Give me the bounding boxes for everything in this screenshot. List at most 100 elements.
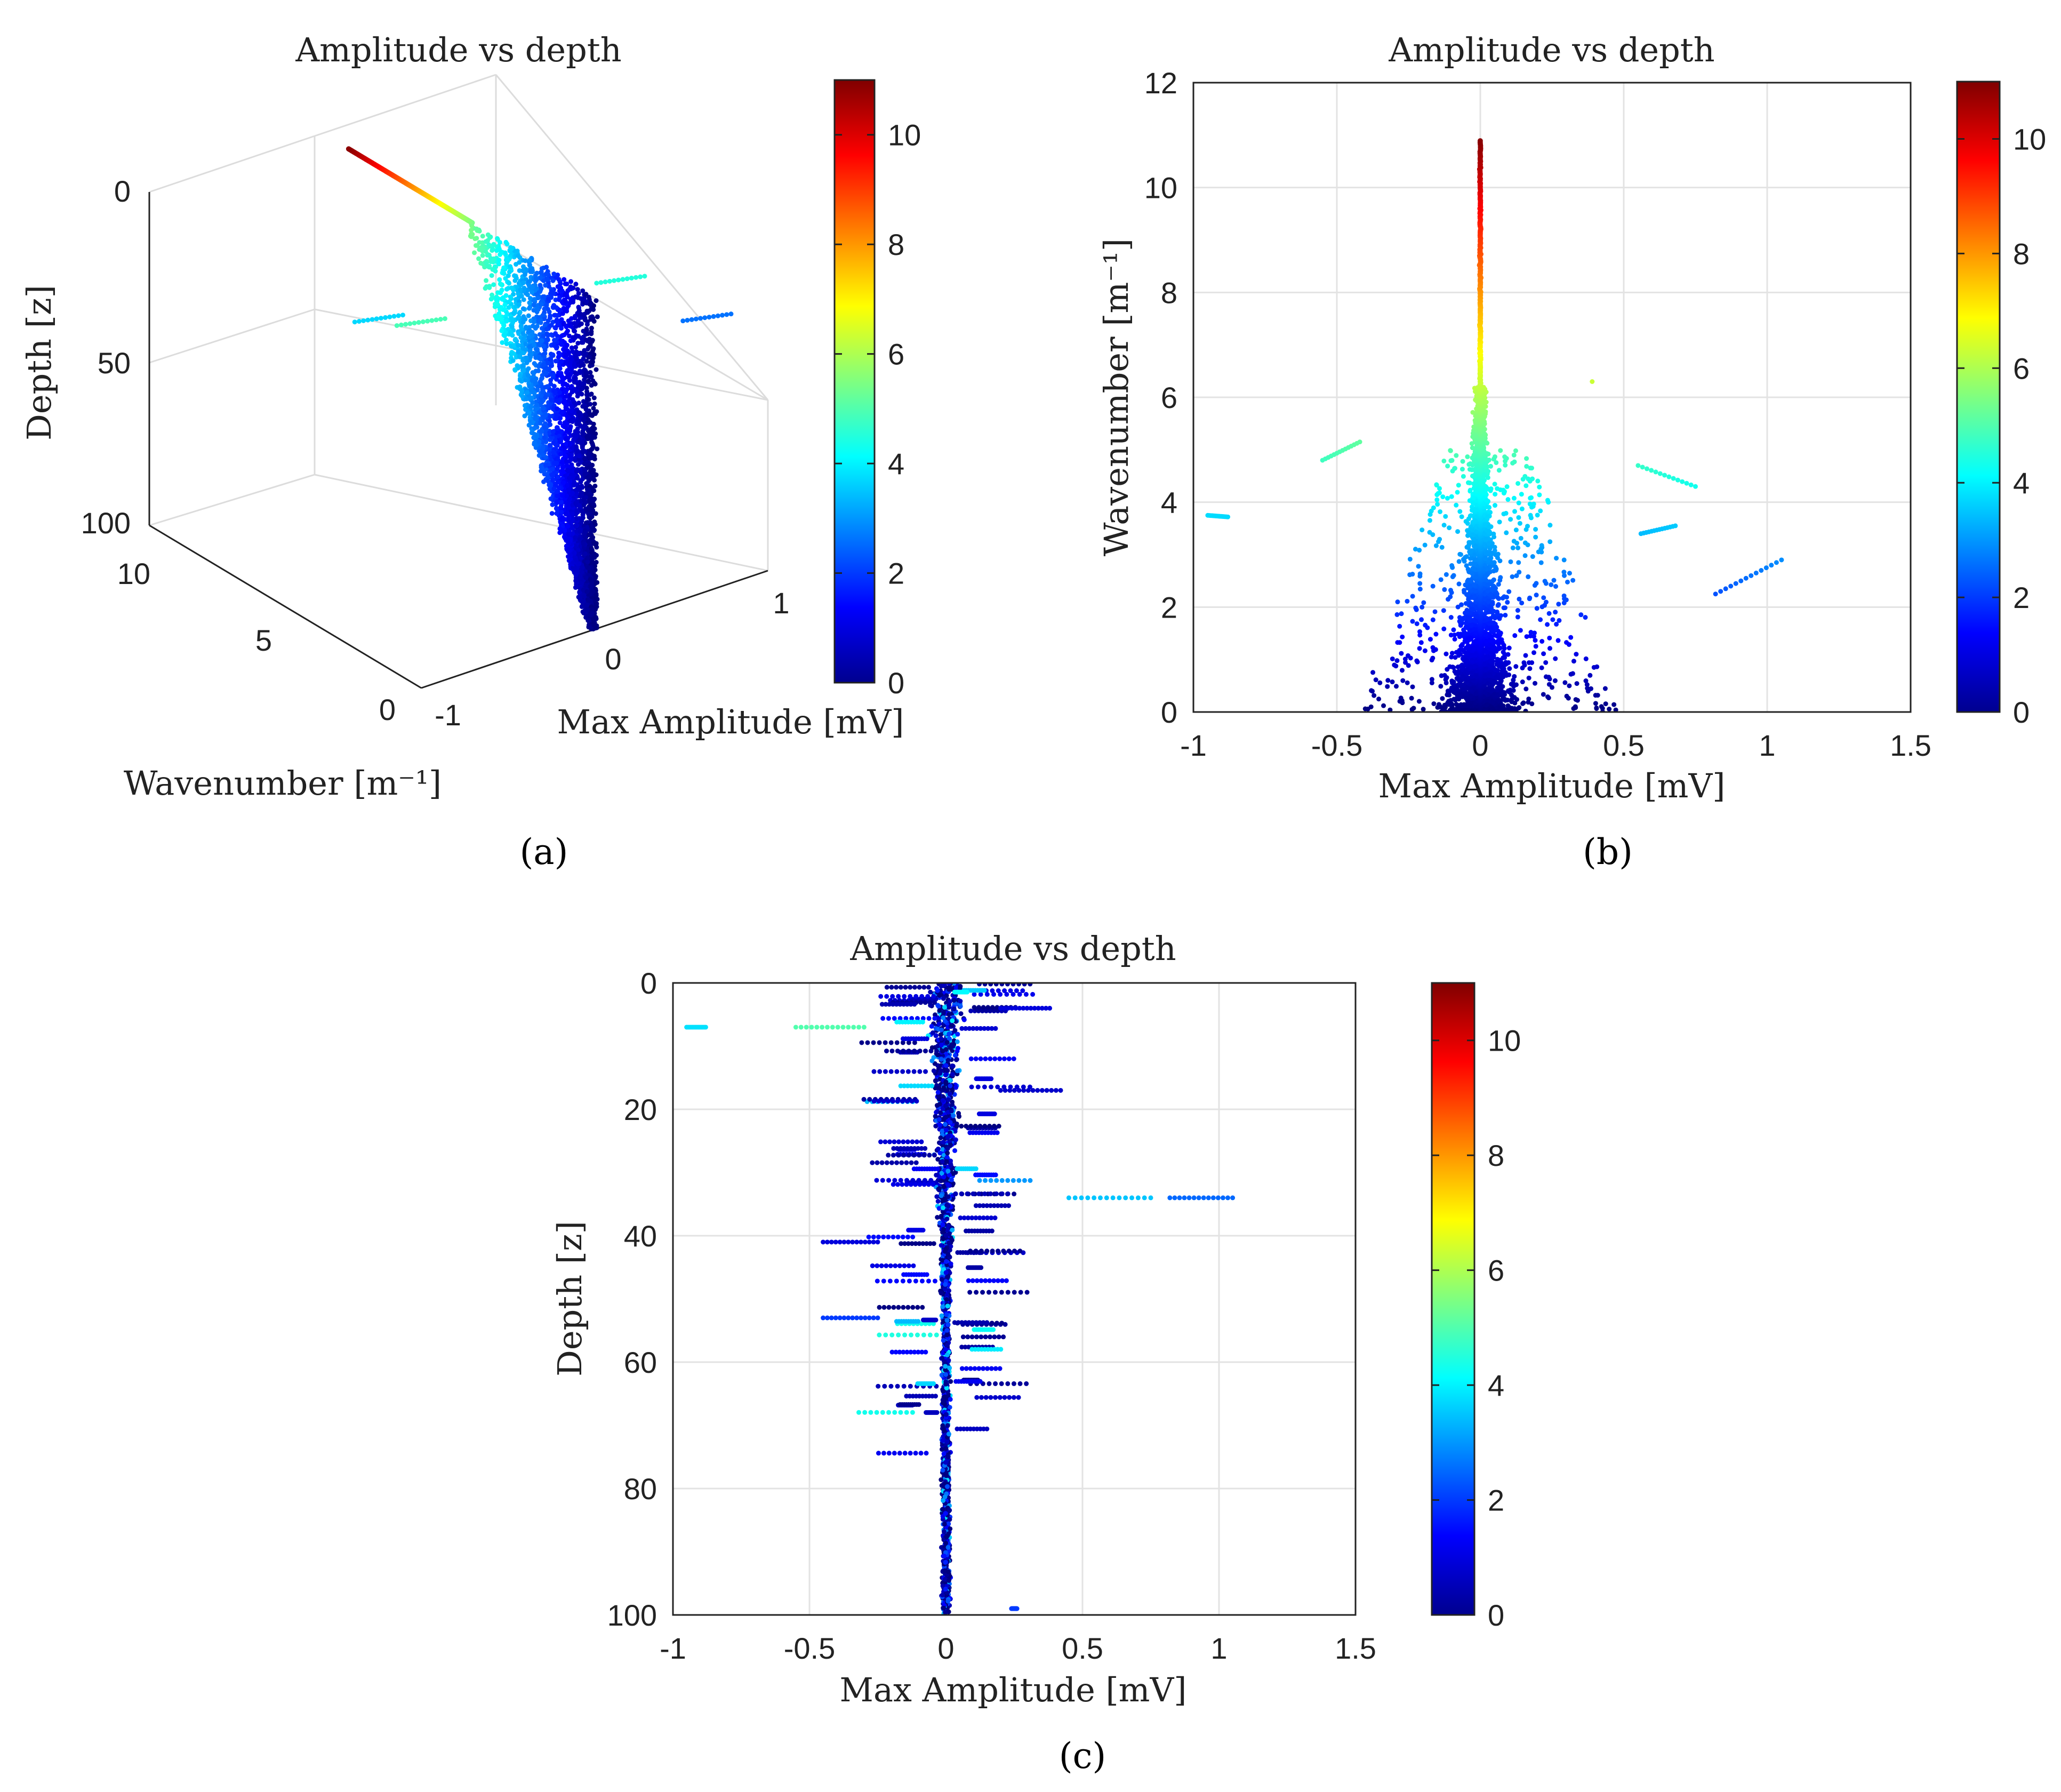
point bbox=[1496, 596, 1502, 601]
point bbox=[564, 483, 570, 489]
point bbox=[545, 307, 550, 312]
point bbox=[566, 318, 571, 324]
outlier-point bbox=[398, 322, 404, 327]
point bbox=[594, 580, 599, 585]
point bbox=[521, 297, 526, 302]
point bbox=[573, 585, 578, 590]
point bbox=[564, 353, 569, 358]
point bbox=[591, 303, 596, 308]
point bbox=[565, 524, 571, 529]
point bbox=[573, 282, 579, 287]
point bbox=[536, 410, 542, 415]
outlier-point bbox=[396, 313, 401, 318]
point bbox=[526, 334, 532, 340]
point bbox=[519, 388, 525, 394]
point bbox=[573, 523, 579, 529]
colorbar-tick-label: 10 bbox=[888, 118, 921, 152]
point bbox=[484, 278, 489, 283]
point bbox=[520, 264, 526, 269]
point bbox=[590, 462, 595, 468]
point bbox=[563, 292, 568, 298]
outlier-point bbox=[429, 318, 435, 323]
point bbox=[583, 520, 589, 525]
point bbox=[565, 414, 571, 420]
point bbox=[539, 269, 544, 275]
point bbox=[547, 482, 552, 487]
outlier-point bbox=[374, 316, 379, 322]
point bbox=[540, 452, 546, 458]
point bbox=[502, 302, 508, 308]
point bbox=[476, 256, 482, 261]
point bbox=[530, 290, 535, 295]
point bbox=[556, 485, 562, 490]
point bbox=[1438, 684, 1443, 689]
outlier-point bbox=[400, 313, 405, 318]
point bbox=[575, 476, 580, 481]
point bbox=[550, 372, 556, 378]
point bbox=[568, 279, 574, 284]
point bbox=[540, 389, 546, 395]
point bbox=[517, 378, 523, 383]
point bbox=[573, 375, 578, 381]
point bbox=[543, 439, 549, 445]
point bbox=[542, 347, 548, 353]
point bbox=[563, 281, 568, 286]
point bbox=[573, 370, 579, 375]
point bbox=[526, 313, 531, 318]
point bbox=[1506, 645, 1512, 651]
point bbox=[553, 331, 558, 336]
point bbox=[557, 390, 563, 395]
point bbox=[541, 405, 546, 411]
point bbox=[554, 305, 559, 310]
point bbox=[572, 550, 577, 556]
point bbox=[504, 241, 510, 246]
point bbox=[564, 406, 569, 411]
point bbox=[572, 380, 577, 385]
point bbox=[564, 421, 570, 427]
point bbox=[564, 537, 569, 542]
point bbox=[576, 561, 582, 566]
point bbox=[559, 460, 565, 465]
outlier-point bbox=[698, 316, 703, 321]
point bbox=[557, 530, 563, 535]
point bbox=[584, 299, 589, 305]
outlier-point bbox=[365, 317, 371, 323]
point bbox=[548, 351, 554, 357]
colorbar-tick-label: 0 bbox=[888, 666, 904, 700]
point bbox=[533, 355, 539, 360]
point bbox=[494, 297, 499, 302]
point bbox=[541, 362, 547, 367]
point bbox=[561, 322, 566, 327]
point bbox=[550, 466, 555, 471]
point bbox=[590, 359, 595, 365]
point bbox=[582, 534, 588, 539]
point bbox=[534, 402, 540, 407]
point bbox=[582, 348, 587, 353]
point bbox=[527, 306, 532, 311]
point bbox=[540, 398, 546, 403]
point bbox=[527, 258, 532, 263]
point bbox=[587, 392, 592, 397]
point bbox=[588, 302, 593, 307]
point bbox=[509, 332, 514, 337]
point bbox=[538, 420, 543, 426]
point bbox=[579, 470, 584, 475]
point bbox=[550, 473, 555, 478]
outlier-point bbox=[378, 316, 383, 321]
point bbox=[567, 361, 573, 366]
point bbox=[543, 412, 549, 418]
outlier-point bbox=[638, 274, 643, 279]
point bbox=[539, 465, 544, 470]
point bbox=[541, 333, 546, 339]
outlier-point bbox=[624, 276, 630, 282]
chart-a: Amplitude vs depth 0 50 100 10 5 bbox=[20, 30, 921, 873]
point bbox=[489, 273, 494, 278]
point bbox=[554, 416, 559, 421]
point bbox=[497, 239, 502, 245]
point bbox=[567, 366, 572, 371]
point bbox=[575, 287, 580, 292]
point bbox=[557, 297, 562, 302]
point bbox=[570, 531, 575, 536]
point bbox=[592, 426, 597, 431]
point bbox=[524, 396, 529, 402]
